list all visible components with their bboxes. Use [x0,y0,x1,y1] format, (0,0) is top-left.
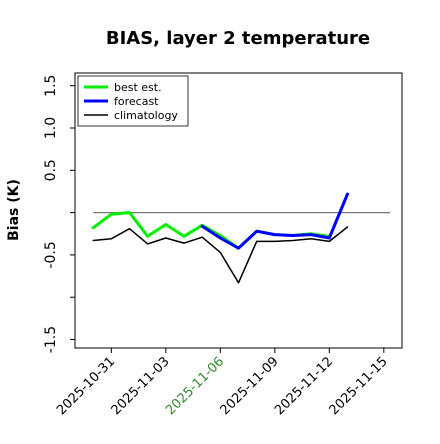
chart-title: BIAS, layer 2 temperature [106,28,370,49]
y-tick-label: -1.5 [43,326,59,353]
y-tick-label: -0.5 [43,241,59,268]
legend-label: forecast [114,95,159,108]
y-axis-label: Bias (K) [6,179,22,241]
series-line-climatology [92,226,349,284]
x-tick-label: 2025-11-15 [327,354,391,418]
y-tick-label: 1.5 [43,75,59,97]
legend-label: climatology [114,109,178,122]
plot-area [74,72,403,349]
legend-label: best est. [114,81,162,94]
series-line-forecast [200,192,349,250]
y-tick-label: 0.5 [43,159,59,181]
y-tick-label: 1.0 [43,117,59,139]
